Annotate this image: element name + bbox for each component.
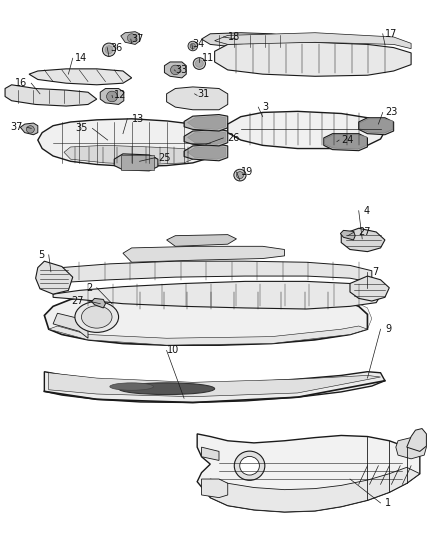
Ellipse shape (81, 306, 112, 328)
Polygon shape (49, 326, 367, 345)
Text: 7: 7 (372, 267, 378, 277)
Polygon shape (35, 261, 73, 294)
Polygon shape (53, 261, 372, 282)
Ellipse shape (26, 126, 34, 133)
Polygon shape (324, 134, 367, 151)
Text: 34: 34 (193, 39, 205, 50)
Polygon shape (215, 42, 411, 76)
Ellipse shape (170, 65, 180, 75)
Text: 1: 1 (385, 498, 391, 508)
Polygon shape (92, 298, 106, 308)
Text: 37: 37 (10, 122, 22, 132)
Text: 36: 36 (110, 43, 122, 53)
Text: 14: 14 (75, 53, 87, 63)
Polygon shape (164, 62, 186, 78)
Polygon shape (184, 130, 228, 146)
Polygon shape (44, 372, 385, 402)
Text: 4: 4 (363, 206, 369, 216)
Polygon shape (100, 88, 124, 104)
Polygon shape (187, 131, 226, 144)
Ellipse shape (106, 91, 117, 102)
Polygon shape (359, 118, 394, 135)
Text: 35: 35 (76, 123, 88, 133)
Ellipse shape (110, 383, 153, 390)
Polygon shape (44, 289, 367, 345)
Ellipse shape (193, 58, 205, 69)
Polygon shape (201, 33, 293, 49)
Polygon shape (123, 246, 285, 262)
Polygon shape (407, 429, 426, 451)
Polygon shape (64, 146, 193, 165)
Text: 3: 3 (263, 102, 269, 112)
Polygon shape (184, 144, 228, 161)
Ellipse shape (234, 169, 246, 181)
Ellipse shape (240, 456, 259, 475)
Text: 26: 26 (228, 133, 240, 143)
Polygon shape (53, 281, 381, 309)
Polygon shape (114, 154, 158, 171)
Polygon shape (341, 228, 385, 252)
Ellipse shape (119, 383, 215, 394)
Polygon shape (38, 119, 219, 167)
Polygon shape (241, 290, 297, 303)
Polygon shape (29, 69, 132, 85)
Text: 24: 24 (341, 135, 353, 145)
Ellipse shape (188, 41, 198, 51)
Polygon shape (201, 447, 219, 461)
Polygon shape (166, 235, 237, 246)
Text: 9: 9 (385, 324, 391, 334)
Ellipse shape (195, 60, 203, 67)
Polygon shape (350, 276, 389, 301)
Polygon shape (325, 135, 367, 149)
Polygon shape (215, 33, 411, 49)
Polygon shape (5, 85, 97, 106)
Text: 25: 25 (158, 152, 170, 163)
Polygon shape (184, 115, 228, 131)
Polygon shape (201, 479, 228, 498)
Text: 2: 2 (86, 282, 92, 293)
Text: 23: 23 (385, 108, 397, 117)
Ellipse shape (234, 451, 265, 480)
Text: 12: 12 (114, 91, 127, 100)
Polygon shape (187, 116, 226, 130)
Polygon shape (197, 434, 420, 512)
Polygon shape (53, 313, 88, 338)
Text: 17: 17 (385, 29, 397, 39)
Polygon shape (396, 438, 426, 459)
Polygon shape (210, 467, 420, 512)
Polygon shape (187, 146, 226, 159)
Text: 10: 10 (166, 345, 179, 356)
Text: 5: 5 (38, 250, 44, 260)
Ellipse shape (237, 172, 244, 179)
Polygon shape (49, 292, 372, 345)
Text: 19: 19 (241, 167, 253, 177)
Text: 31: 31 (197, 89, 209, 99)
Polygon shape (228, 111, 385, 149)
Text: 27: 27 (71, 296, 84, 306)
Bar (121, 155, 153, 170)
Text: 18: 18 (228, 32, 240, 42)
Polygon shape (49, 373, 381, 397)
Ellipse shape (190, 43, 195, 49)
Text: 13: 13 (132, 114, 144, 124)
Text: 33: 33 (175, 65, 187, 75)
Polygon shape (121, 31, 140, 44)
Text: 16: 16 (14, 78, 27, 88)
Ellipse shape (105, 46, 113, 54)
Polygon shape (166, 87, 228, 110)
Polygon shape (20, 123, 38, 135)
Text: 11: 11 (201, 53, 214, 63)
Polygon shape (360, 119, 393, 133)
Ellipse shape (127, 34, 136, 42)
Ellipse shape (102, 43, 116, 56)
Text: 37: 37 (132, 34, 144, 44)
Polygon shape (340, 230, 355, 240)
Ellipse shape (75, 302, 119, 333)
Polygon shape (153, 289, 219, 301)
Text: 27: 27 (359, 227, 371, 237)
